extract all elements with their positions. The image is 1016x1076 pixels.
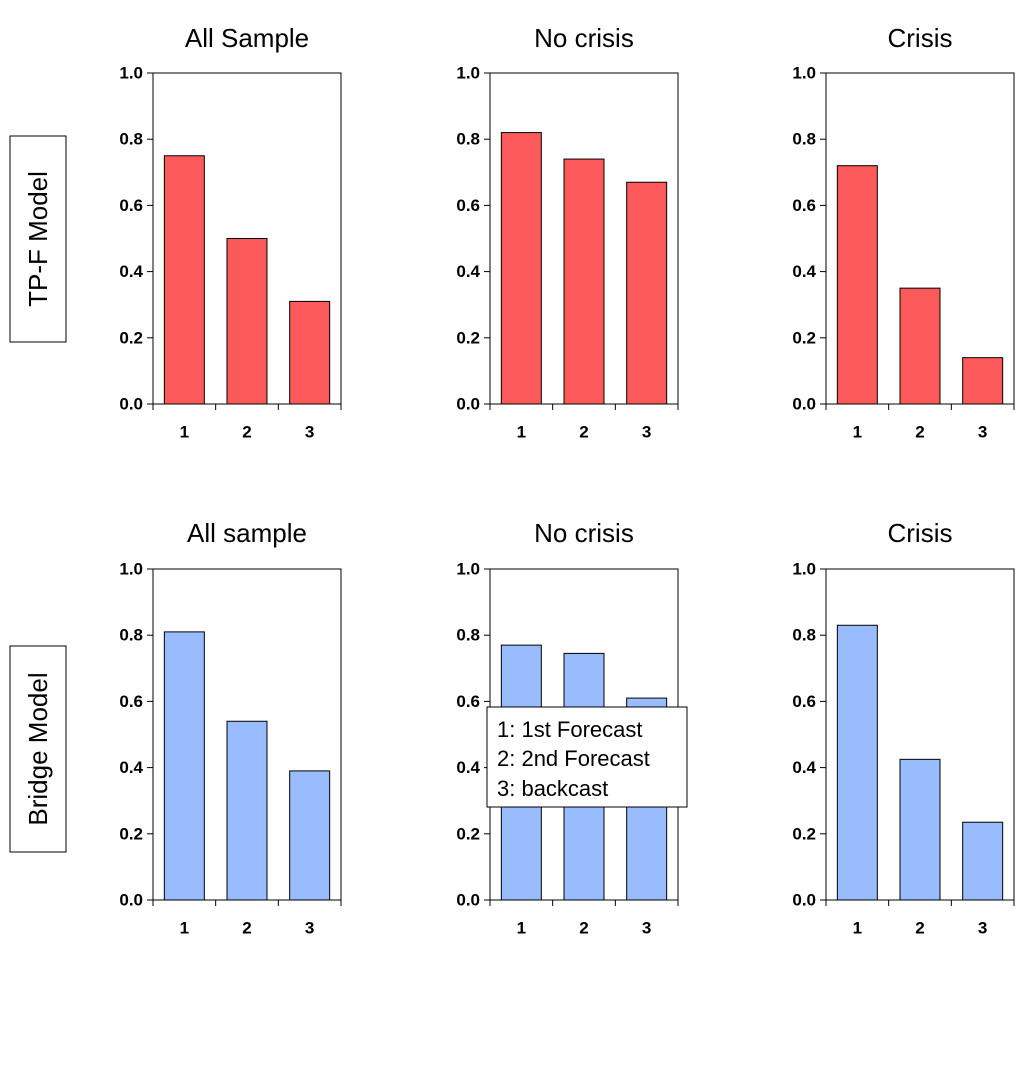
x-tick-label: 2 (579, 423, 588, 442)
x-tick-label: 3 (642, 919, 651, 938)
y-tick-label: 0.0 (792, 891, 816, 910)
x-tick-label: 3 (978, 919, 987, 938)
chart-title: No crisis (534, 518, 634, 548)
y-tick-label: 0.0 (792, 395, 816, 414)
y-tick-label: 0.0 (456, 891, 480, 910)
x-tick-label: 3 (305, 423, 314, 442)
bar (226, 238, 268, 405)
x-tick-label: 1 (517, 423, 526, 442)
x-tick-label: 1 (853, 423, 862, 442)
x-tick-label: 2 (242, 423, 251, 442)
row-label-top-frame (9, 135, 67, 343)
y-tick-label: 0.6 (119, 692, 143, 711)
row-label-top: TP-F Model (9, 135, 67, 343)
y-tick-label: 0.2 (456, 824, 480, 843)
y-tick-label: 0.8 (792, 626, 816, 645)
chart-panel: All sample 0.0 0.2 0.4 0.6 0.8 1.0 1 2 3 (119, 518, 342, 938)
y-tick-label: 0.4 (792, 758, 816, 777)
legend-item-3: 3: backcast (497, 776, 608, 801)
x-tick-label: 3 (642, 423, 651, 442)
y-tick-label: 0.6 (792, 692, 816, 711)
y-tick-label: 0.2 (119, 824, 143, 843)
y-tick-label: 0.2 (119, 328, 143, 347)
bar (836, 165, 878, 405)
row-label-bottom-frame (9, 645, 67, 853)
y-tick-label: 0.8 (119, 130, 143, 149)
x-tick-label: 2 (915, 423, 924, 442)
y-tick-label: 1.0 (119, 64, 143, 83)
y-tick-label: 0.8 (792, 130, 816, 149)
chart-title: All sample (187, 518, 307, 548)
chart-panel: Crisis 0.0 0.2 0.4 0.6 0.8 1.0 1 2 3 (792, 23, 1015, 442)
chart-title: No crisis (534, 23, 634, 53)
y-tick-label: 0.4 (119, 262, 143, 281)
y-tick-label: 1.0 (456, 64, 480, 83)
bar (626, 181, 668, 405)
chart-title: Crisis (888, 518, 953, 548)
x-tick-label: 1 (517, 919, 526, 938)
y-tick-label: 0.4 (456, 262, 480, 281)
x-tick-label: 1 (180, 423, 189, 442)
legend-frame (486, 706, 688, 808)
y-tick-label: 1.0 (119, 560, 143, 579)
y-tick-label: 0.0 (119, 891, 143, 910)
bar (289, 770, 331, 901)
x-tick-label: 3 (978, 423, 987, 442)
x-tick-label: 3 (305, 919, 314, 938)
y-tick-label: 0.8 (456, 130, 480, 149)
y-tick-label: 0.0 (119, 395, 143, 414)
y-tick-label: 0.0 (456, 395, 480, 414)
x-tick-label: 1 (180, 919, 189, 938)
chart-title: Crisis (888, 23, 953, 53)
legend-item-1: 1: 1st Forecast (497, 717, 643, 742)
bar (836, 624, 878, 901)
x-tick-label: 1 (853, 919, 862, 938)
y-tick-label: 0.6 (119, 196, 143, 215)
y-tick-label: 0.6 (792, 196, 816, 215)
legend-item-2: 2: 2nd Forecast (497, 746, 650, 771)
x-tick-label: 2 (242, 919, 251, 938)
bar (289, 300, 331, 405)
x-tick-label: 2 (915, 919, 924, 938)
y-tick-label: 0.8 (119, 626, 143, 645)
row-label-top-text: TP-F Model (23, 171, 53, 307)
y-tick-label: 0.6 (456, 692, 480, 711)
chart-title: All Sample (185, 23, 309, 53)
bar (962, 821, 1004, 901)
y-tick-label: 1.0 (792, 64, 816, 83)
y-tick-label: 0.4 (119, 758, 143, 777)
bar (500, 132, 542, 405)
y-tick-label: 0.4 (456, 758, 480, 777)
y-tick-label: 1.0 (792, 560, 816, 579)
row-label-bottom-text: Bridge Model (23, 672, 53, 825)
bar (226, 720, 268, 901)
bar (163, 155, 205, 405)
bar (163, 631, 205, 901)
bar (962, 357, 1004, 405)
y-tick-label: 0.2 (792, 824, 816, 843)
y-tick-label: 0.4 (792, 262, 816, 281)
chart-panel: No crisis 0.0 0.2 0.4 0.6 0.8 1.0 1 2 3 (456, 23, 679, 442)
y-tick-label: 0.8 (456, 626, 480, 645)
y-tick-label: 1.0 (456, 560, 480, 579)
bar (899, 758, 941, 901)
chart-panel: Crisis 0.0 0.2 0.4 0.6 0.8 1.0 1 2 3 (792, 518, 1015, 938)
y-tick-label: 0.2 (792, 328, 816, 347)
chart-panel: All Sample 0.0 0.2 0.4 0.6 0.8 1.0 1 2 3 (119, 23, 342, 442)
y-tick-label: 0.2 (456, 328, 480, 347)
bar (899, 287, 941, 405)
legend: 1: 1st Forecast 2: 2nd Forecast 3: backc… (486, 706, 688, 808)
row-label-bottom: Bridge Model (9, 645, 67, 853)
y-tick-label: 0.6 (456, 196, 480, 215)
bar (563, 158, 605, 405)
x-tick-label: 2 (579, 919, 588, 938)
